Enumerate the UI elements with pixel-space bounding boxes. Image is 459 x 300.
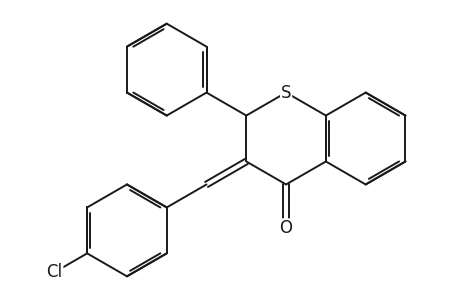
Text: O: O: [279, 219, 292, 237]
Text: Cl: Cl: [46, 263, 62, 281]
Text: S: S: [280, 84, 291, 102]
